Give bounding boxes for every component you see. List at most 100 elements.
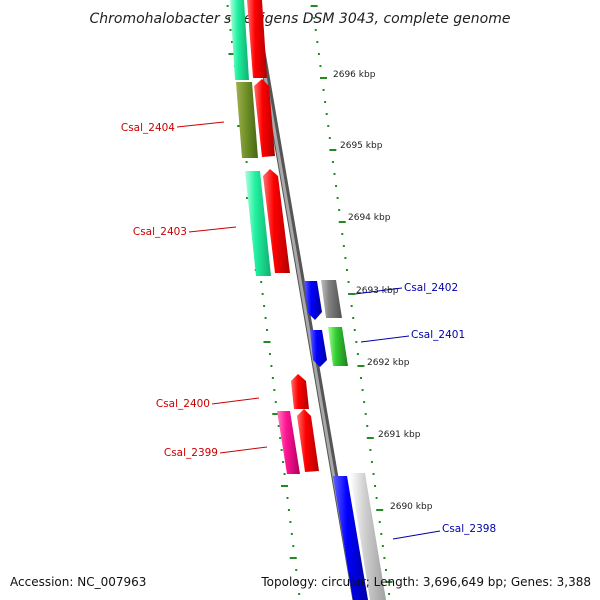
track-dot bbox=[296, 581, 299, 583]
track-dot bbox=[316, 41, 319, 43]
track-dot bbox=[295, 569, 298, 571]
track-dot bbox=[268, 353, 271, 355]
track-dot bbox=[324, 101, 327, 103]
track-dot bbox=[381, 545, 384, 547]
track-dot bbox=[344, 257, 347, 259]
track-dot bbox=[378, 521, 381, 523]
track-tick bbox=[310, 5, 318, 7]
gene-red-csal2403 bbox=[263, 169, 290, 273]
gene-label-csal2401[interactable]: Csal_2401 bbox=[411, 329, 465, 341]
track-dot bbox=[292, 545, 295, 547]
track-dot bbox=[355, 341, 358, 343]
track-dot bbox=[280, 449, 283, 451]
track-tick bbox=[357, 365, 365, 367]
gene-red-csal2404 bbox=[254, 79, 275, 157]
track-dot bbox=[322, 89, 325, 91]
track-dot bbox=[360, 377, 363, 379]
track-dot bbox=[283, 473, 286, 475]
track-dot bbox=[331, 161, 334, 163]
track-dot bbox=[352, 317, 355, 319]
gene-lightgray-csal2398 bbox=[350, 473, 386, 600]
track-tick bbox=[228, 53, 236, 55]
track-dot bbox=[261, 293, 264, 295]
track-dot bbox=[274, 401, 277, 403]
track-dot bbox=[375, 497, 378, 499]
track-dot bbox=[245, 161, 248, 163]
track-dot bbox=[383, 557, 386, 559]
track-dot bbox=[370, 461, 373, 463]
track-dot bbox=[388, 593, 391, 595]
track-dot bbox=[270, 365, 273, 367]
gene-blue-csal2401 bbox=[310, 330, 327, 367]
gene-blue-csal2398 bbox=[333, 476, 368, 600]
track-dot bbox=[273, 389, 276, 391]
track-tick bbox=[281, 485, 289, 487]
track-dot bbox=[338, 209, 341, 211]
gene-pink-csal2399 bbox=[277, 411, 300, 474]
track-dot bbox=[313, 17, 316, 19]
track-dot bbox=[366, 425, 369, 427]
track-dot bbox=[229, 29, 232, 31]
track-dot bbox=[350, 305, 353, 307]
track-tick bbox=[348, 293, 356, 295]
track-dot bbox=[319, 65, 322, 67]
track-dot bbox=[325, 113, 328, 115]
gene-label-csal2403[interactable]: Csal_2403 bbox=[133, 226, 187, 238]
gene-label-csal2404[interactable]: Csal_2404 bbox=[121, 122, 175, 134]
gene-red-csal2400 bbox=[291, 374, 309, 409]
gene-red-csal2399 bbox=[297, 409, 319, 472]
gene-label-csal2400[interactable]: Csal_2400 bbox=[156, 398, 210, 410]
track-dot bbox=[279, 437, 282, 439]
track-dot bbox=[328, 137, 331, 139]
track-dot bbox=[314, 29, 317, 31]
track-tick bbox=[376, 509, 384, 511]
gene-label-csal2398[interactable]: Csal_2398 bbox=[442, 523, 496, 535]
track-dot bbox=[226, 5, 229, 7]
gene-label-csal2402[interactable]: Csal_2402 bbox=[404, 282, 458, 294]
leader-line bbox=[211, 397, 260, 405]
track-dot bbox=[333, 173, 336, 175]
track-tick bbox=[289, 557, 297, 559]
track-dot bbox=[347, 281, 350, 283]
track-dot bbox=[277, 425, 280, 427]
track-dot bbox=[336, 197, 339, 199]
map-title: Chromohalobacter salexigens DSM 3043, co… bbox=[90, 11, 511, 27]
leader-line bbox=[392, 530, 441, 540]
track-dot bbox=[287, 509, 290, 511]
gene-gray-csal2402 bbox=[321, 280, 342, 318]
ruler-label: 2695 kbp bbox=[340, 141, 383, 151]
track-dot bbox=[298, 593, 301, 595]
track-dot bbox=[335, 185, 338, 187]
ruler-label: 2696 kbp bbox=[333, 70, 376, 80]
gene-blue-csal2402 bbox=[304, 281, 322, 320]
track-dot bbox=[372, 473, 375, 475]
track-dot bbox=[228, 17, 231, 19]
track-tick bbox=[272, 413, 280, 415]
track-dot bbox=[289, 521, 292, 523]
track-dot bbox=[364, 413, 367, 415]
ruler-label: 2691 kbp bbox=[378, 430, 421, 440]
track-dot bbox=[380, 533, 383, 535]
gene-label-csal2399[interactable]: Csal_2399 bbox=[164, 447, 218, 459]
leader-line bbox=[354, 287, 403, 295]
leader-line bbox=[219, 446, 268, 454]
track-dot bbox=[263, 305, 266, 307]
track-dot bbox=[369, 449, 372, 451]
track-dot bbox=[317, 53, 320, 55]
leader-line bbox=[360, 335, 410, 343]
accession-text: Accession: NC_007963 bbox=[10, 575, 146, 589]
gene-teal-csal2403 bbox=[245, 171, 271, 276]
track-dot bbox=[341, 233, 344, 235]
gene-olive-csal2404 bbox=[236, 82, 258, 158]
track-tick bbox=[385, 581, 393, 583]
track-dot bbox=[374, 485, 377, 487]
track-dot bbox=[327, 125, 330, 127]
ruler-label: 2690 kbp bbox=[390, 502, 433, 512]
track-tick bbox=[329, 149, 337, 151]
gene-green-csal2401 bbox=[328, 327, 348, 366]
reverse-genes bbox=[304, 280, 386, 600]
genome-summary-text: Topology: circular; Length: 3,696,649 bp… bbox=[260, 575, 591, 589]
track-dot bbox=[290, 533, 293, 535]
track-tick bbox=[338, 221, 346, 223]
